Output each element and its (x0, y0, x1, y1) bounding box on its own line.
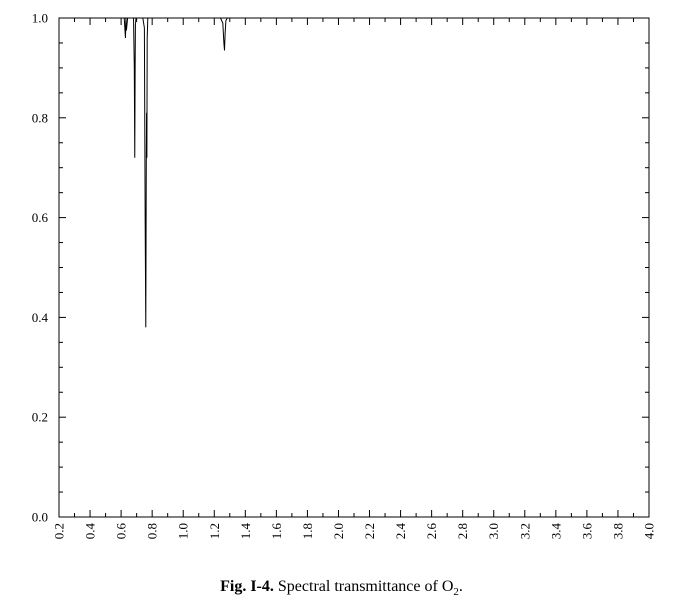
x-tick-label: 1.4 (238, 523, 253, 540)
caption-period: . (458, 578, 463, 595)
x-tick-label: 4.0 (642, 523, 657, 539)
x-tick-label: 1.8 (300, 523, 315, 539)
x-tick-label: 3.2 (517, 523, 532, 539)
x-tick-label: 0.2 (52, 523, 67, 539)
figure-label: Fig. I-4. (220, 578, 274, 595)
x-tick-label: 1.6 (269, 523, 284, 540)
x-axis-ticks (58, 18, 650, 517)
x-tick-label: 1.0 (176, 523, 191, 539)
x-tick-label: 3.4 (548, 523, 563, 540)
y-tick-label: 0.0 (32, 510, 48, 525)
x-tick-label: 0.8 (145, 523, 160, 539)
x-tick-label: 2.6 (424, 523, 439, 540)
figure-caption: Fig. I-4. Spectral transmittance of O2. (0, 578, 683, 598)
x-tick-label: 2.2 (362, 523, 377, 539)
y-axis-tick-labels: 0.0 0.2 0.4 0.6 0.8 1.0 (32, 11, 49, 525)
transmittance-chart: 0.2 0.4 0.6 0.8 1.0 1.2 1.4 1.6 1.8 2.0 2.2 2.4 2.6 2… (32, 11, 657, 540)
series-line-o2-transmittance (74, 17, 649, 328)
y-tick-label: 0.6 (32, 210, 49, 225)
y-tick-label: 0.2 (32, 410, 48, 425)
caption-subscript: 2 (453, 586, 459, 599)
x-axis-tick-labels: 0.2 0.4 0.6 0.8 1.0 1.2 1.4 1.6 1.8 2.0 2.2 2.4 2.6 2… (52, 523, 657, 540)
x-tick-label: 2.8 (455, 523, 470, 539)
x-tick-label: 2.4 (393, 523, 408, 540)
x-tick-label: 0.4 (83, 523, 98, 540)
y-tick-label: 0.4 (32, 310, 49, 325)
y-tick-label: 1.0 (32, 11, 48, 26)
y-axis-ticks (59, 17, 649, 518)
x-tick-label: 0.6 (114, 523, 129, 540)
caption-text: Spectral transmittance of O (277, 578, 454, 595)
x-tick-label: 2.0 (331, 523, 346, 539)
x-tick-label: 3.6 (579, 523, 594, 540)
x-tick-label: 1.2 (207, 523, 222, 539)
x-tick-label: 3.8 (610, 523, 625, 539)
y-tick-label: 0.8 (32, 110, 48, 125)
x-tick-label: 3.0 (486, 523, 501, 539)
